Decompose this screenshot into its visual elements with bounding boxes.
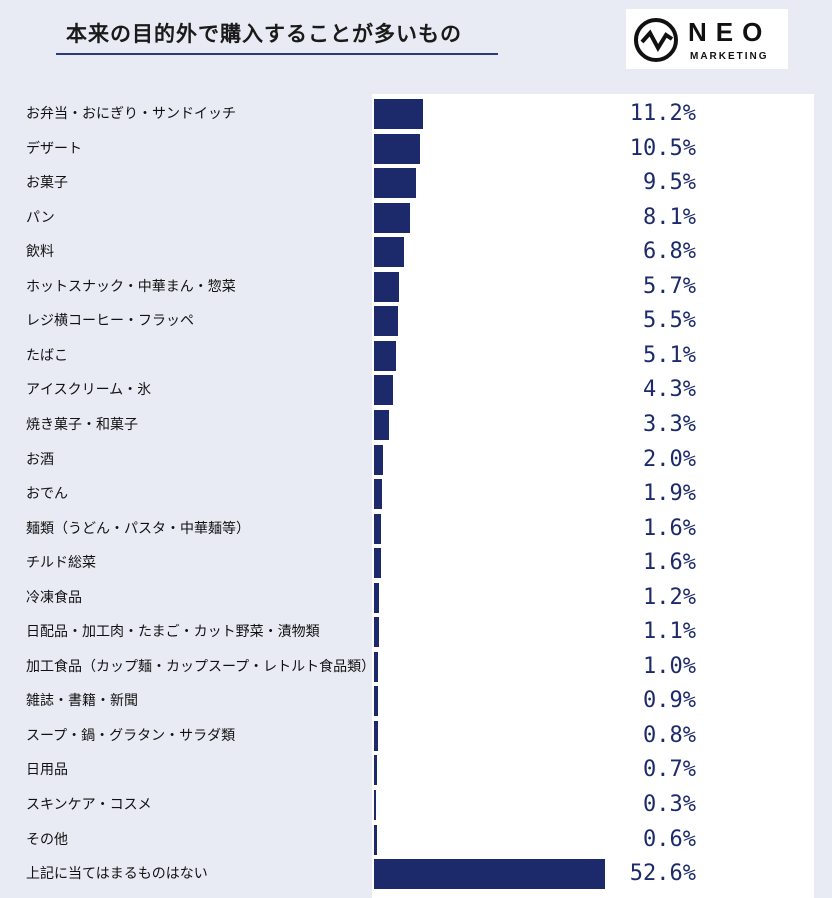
category-label: チルド総菜 [26, 555, 96, 572]
category-label: レジ横コーヒー・フラッペ [26, 313, 194, 330]
bar [374, 479, 383, 510]
value-label: 4.3% [643, 377, 696, 403]
category-label: スキンケア・コスメ [26, 797, 152, 813]
bar [374, 202, 410, 233]
value-label: 2.0% [643, 446, 696, 472]
value-label: 0.6% [643, 826, 696, 852]
category-label: 日用品 [26, 762, 68, 779]
value-label: 0.8% [643, 722, 696, 748]
bar [374, 651, 379, 682]
category-label: 麺類（うどん・パスタ・中華麺等） [26, 520, 250, 537]
value-label: 5.5% [643, 308, 696, 334]
category-label: お酒 [26, 451, 54, 468]
bar [374, 444, 383, 475]
value-label: 52.6% [629, 861, 696, 887]
value-label: 5.1% [643, 342, 696, 368]
category-label: おでん [26, 486, 68, 503]
neo-marketing-logo: NEO MARKETING [626, 9, 788, 69]
bar [374, 168, 416, 199]
bar [374, 720, 378, 751]
value-label: 1.6% [643, 515, 696, 541]
category-label: スープ・鍋・グラタン・サラダ類 [26, 727, 236, 744]
logo-mark-icon [634, 18, 678, 62]
category-label: 焼き菓子・和菓子 [26, 416, 138, 433]
title-underline [56, 53, 498, 55]
value-label: 11.2% [629, 101, 696, 126]
category-label: 雑誌・書籍・新聞 [26, 693, 138, 710]
value-label: 5.7% [643, 273, 696, 299]
category-label: お菓子 [26, 175, 68, 192]
logo-wordmark: NEO [688, 17, 772, 47]
bar [374, 548, 382, 579]
value-label: 0.3% [643, 792, 696, 817]
bar [374, 133, 421, 164]
bar [374, 859, 606, 890]
category-label: アイスクリーム・氷 [26, 382, 152, 399]
value-label: 1.0% [643, 653, 696, 679]
value-label: 1.1% [643, 619, 696, 645]
bar [374, 409, 389, 440]
category-label: 飲料 [26, 244, 54, 261]
category-label: たばこ [26, 347, 68, 364]
bar [374, 617, 379, 648]
bar [374, 375, 393, 406]
category-label: お弁当・おにぎり・サンドイッチ [26, 106, 236, 122]
bar [374, 686, 378, 717]
category-label: デザート [26, 140, 82, 157]
category-label: 日配品・加工肉・たまご・カット野菜・漬物類 [26, 624, 320, 641]
bar [374, 99, 424, 129]
category-label: パン [26, 209, 55, 226]
value-label: 1.9% [643, 481, 696, 507]
category-label: ホットスナック・中華まん・惣菜 [26, 278, 236, 295]
value-label: 3.3% [643, 411, 696, 437]
chart-title: 本来の目的外で購入することが多いもの [66, 22, 462, 46]
bar [374, 340, 397, 371]
plot-area [372, 94, 814, 898]
value-label: 8.1% [643, 204, 696, 230]
category-label: 上記に当てはまるものはない [26, 866, 208, 883]
category-label: 加工食品（カップ麺・カップスープ・レトルト食品類） [26, 658, 376, 675]
bar [374, 790, 376, 820]
bar [374, 237, 404, 268]
value-label: 0.7% [643, 757, 696, 783]
value-label: 10.5% [629, 135, 696, 161]
category-label: 冷凍食品 [26, 589, 82, 606]
bar [374, 513, 382, 544]
bar [374, 582, 380, 613]
bar [374, 755, 378, 786]
value-label: 0.9% [643, 688, 696, 714]
value-label: 1.6% [643, 550, 696, 576]
value-label: 9.5% [643, 170, 696, 196]
bar [374, 271, 400, 302]
value-label: 6.8% [643, 239, 696, 265]
bar [374, 306, 399, 337]
value-label: 1.2% [643, 584, 696, 610]
category-label: その他 [26, 831, 68, 848]
bar [374, 824, 377, 855]
logo-subtitle: MARKETING [690, 51, 769, 62]
